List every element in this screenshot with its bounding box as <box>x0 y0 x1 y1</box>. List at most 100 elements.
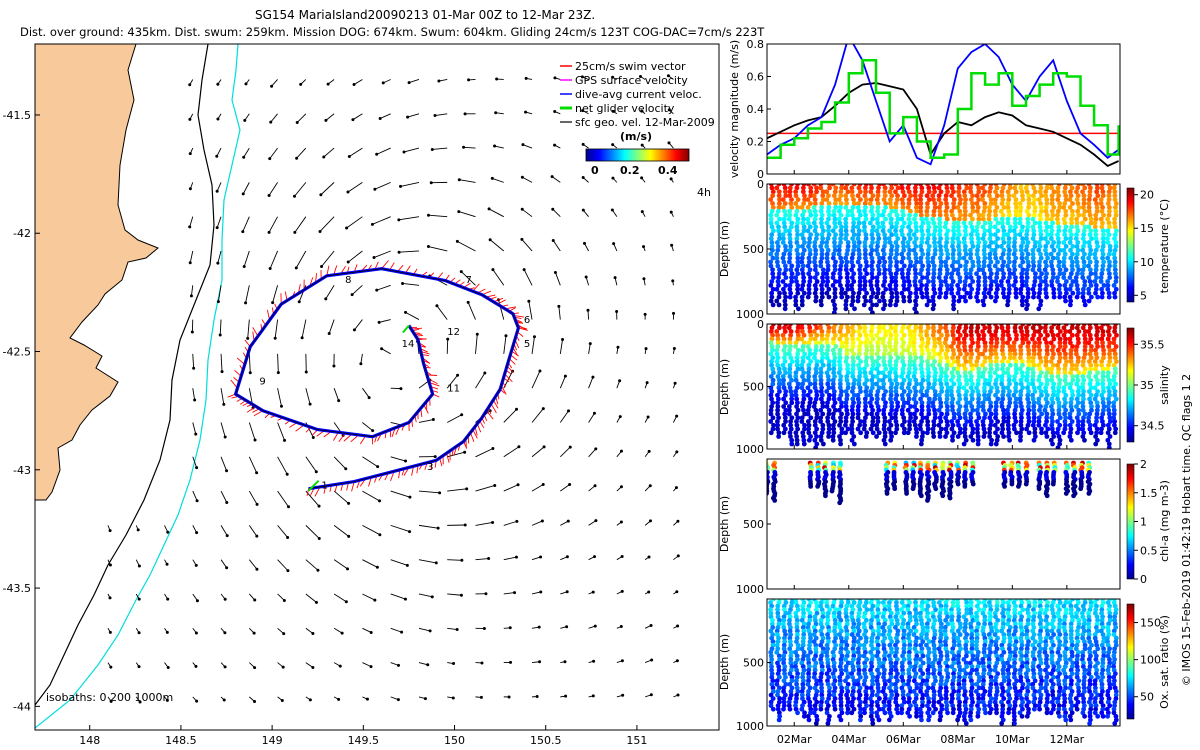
salinity-sample <box>918 381 924 387</box>
salinity-sample <box>944 404 950 409</box>
temperature-sample <box>820 197 826 203</box>
temperature-sample <box>1062 220 1068 226</box>
temperature-sample <box>818 298 824 304</box>
salinity-sample <box>850 404 855 409</box>
velocity-arrow <box>447 414 462 423</box>
salinity-sample <box>1018 347 1024 353</box>
salinity-sample <box>1105 329 1111 334</box>
salinity-sample <box>1048 370 1054 376</box>
salinity-sample <box>974 347 980 353</box>
temperature-sample <box>957 201 963 206</box>
temperature-sample <box>1074 220 1080 226</box>
temperature-sample <box>1112 224 1118 230</box>
salinity-sample <box>1018 325 1024 331</box>
temperature-sample <box>938 290 943 296</box>
salinity-sample <box>1018 430 1023 436</box>
salinity-sample <box>1093 366 1098 372</box>
salinity-sample <box>920 392 926 398</box>
temperature-sample <box>932 189 937 195</box>
salinity-sample <box>901 389 907 394</box>
salinity-sample <box>976 392 982 398</box>
figure-subtitle: Dist. over ground: 435km. Dist. swum: 25… <box>20 25 765 39</box>
temperature-sample <box>793 294 798 300</box>
salinity-sample <box>907 359 913 364</box>
temperature-sample <box>914 294 920 300</box>
salinity-sample <box>824 389 830 394</box>
temperature-sample <box>1075 208 1081 214</box>
temperature-sample <box>1043 259 1048 265</box>
temperature-sample <box>780 279 786 284</box>
temperature-sample <box>1017 208 1023 214</box>
velocity-arrowhead <box>216 117 220 121</box>
salinity-sample <box>869 329 874 334</box>
temperature-sample <box>882 302 888 308</box>
salinity-sample <box>858 389 863 394</box>
salinity-sample <box>1055 419 1060 424</box>
temperature-sample <box>936 193 942 199</box>
salinity-sample <box>768 329 774 334</box>
temperature-sample <box>893 283 899 288</box>
salinity-sample <box>1057 351 1062 357</box>
salinity-sample <box>938 344 944 349</box>
salinity-sample <box>1113 344 1119 349</box>
velocity-arrow <box>362 524 381 536</box>
salinity-sample <box>950 355 955 361</box>
temperature-sample <box>988 201 994 206</box>
salinity-sample <box>974 407 980 413</box>
salinity-sample <box>1038 332 1044 338</box>
salinity-sample <box>780 381 786 387</box>
salinity-sample <box>819 344 825 349</box>
salinity-sample <box>1100 374 1106 379</box>
salinity-sample <box>982 344 988 349</box>
temperature-sample <box>1112 255 1118 261</box>
salinity-sample <box>776 366 782 372</box>
temperature-sample <box>824 271 830 277</box>
temperature-sample <box>888 286 893 292</box>
salinity-sample <box>1076 340 1081 346</box>
salinity-sample <box>905 407 911 413</box>
temperature-sample <box>777 197 782 203</box>
temperature-sample <box>969 240 975 245</box>
temperature-sample <box>812 267 818 273</box>
velocity-arrowhead <box>527 299 531 303</box>
salinity-sample <box>919 419 924 424</box>
temperature-sample <box>1067 275 1073 280</box>
temperature-sample <box>918 208 924 214</box>
salinity-sample <box>876 385 882 391</box>
temperature-sample <box>836 208 842 214</box>
salinity-sample <box>1094 411 1100 417</box>
salinity-sample <box>1113 370 1118 376</box>
salinity-sample <box>968 374 974 379</box>
temperature-sample <box>1061 255 1067 261</box>
salinity-sample <box>1011 344 1017 349</box>
salinity-sample <box>1062 370 1068 376</box>
temperature-sample <box>989 279 995 284</box>
salinity-sample <box>994 340 1000 346</box>
salinity-sample <box>955 359 961 364</box>
temperature-sample <box>870 224 876 230</box>
temperature-sample <box>888 298 894 304</box>
temperature-sample <box>1112 193 1118 199</box>
salinity-sample <box>1076 385 1082 391</box>
salinity-sample <box>806 374 812 379</box>
temperature-sample <box>999 267 1005 273</box>
temperature-sample <box>907 212 912 218</box>
temperature-sample <box>1112 216 1118 222</box>
velocity-arrowhead <box>451 696 455 700</box>
salinity-sample <box>832 374 837 379</box>
temperature-sample <box>969 286 975 292</box>
salinity-sample <box>933 370 938 376</box>
salinity-sample <box>1080 362 1086 368</box>
temperature-sample <box>982 189 988 195</box>
salinity-sample <box>1076 426 1082 432</box>
salinity-sample <box>864 385 870 391</box>
temperature-sample <box>930 259 936 265</box>
temperature-sample <box>1037 286 1043 292</box>
velocity-arrowhead <box>667 108 671 112</box>
temperature-sample <box>776 205 782 210</box>
temperature-sample <box>1024 267 1030 273</box>
temperature-sample <box>1025 240 1031 245</box>
temperature-sample <box>1007 224 1013 230</box>
salinity-sample <box>894 392 900 398</box>
